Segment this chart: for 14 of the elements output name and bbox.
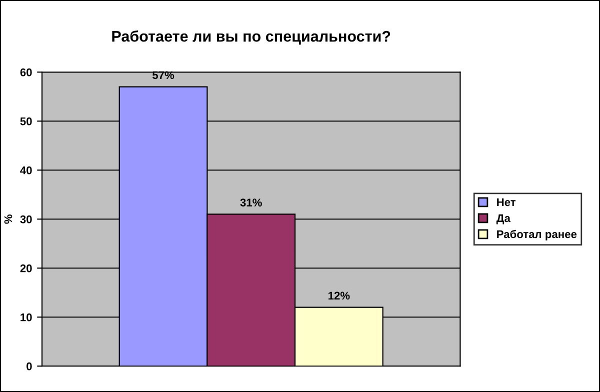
data-label: 12% (328, 292, 350, 300)
legend-label: Работал ранее (497, 230, 577, 240)
y-tick-label: 60 (20, 68, 32, 76)
chart-title: Работаете ли вы по специальности? (112, 30, 390, 45)
y-tick-label: 20 (20, 264, 32, 272)
y-tick-label: 40 (20, 166, 32, 174)
y-tick-label: 30 (20, 215, 32, 224)
y-tick-label: 0 (26, 362, 32, 370)
y-axis-title: % (4, 214, 12, 224)
y-tick-label: 50 (20, 117, 32, 126)
legend-label: Да (496, 214, 511, 224)
legend-label: Нет (497, 198, 516, 206)
data-label: 31% (240, 198, 262, 206)
y-tick-label: 10 (20, 313, 32, 322)
